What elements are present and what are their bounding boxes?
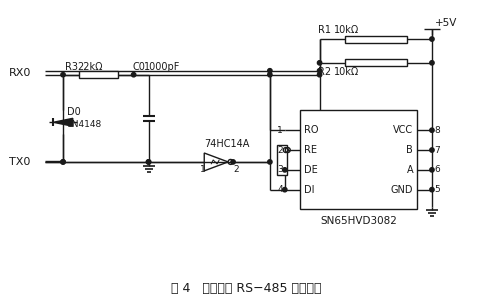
Circle shape bbox=[132, 73, 136, 77]
Text: 图 4   零延时的 RS−485 接口电路: 图 4 零延时的 RS−485 接口电路 bbox=[171, 282, 321, 295]
Text: 10kΩ: 10kΩ bbox=[333, 25, 359, 35]
Text: TX0: TX0 bbox=[9, 157, 31, 167]
Text: 6: 6 bbox=[434, 165, 440, 174]
Text: 5: 5 bbox=[434, 185, 440, 194]
Text: 74HC14A: 74HC14A bbox=[204, 139, 249, 149]
Circle shape bbox=[430, 128, 434, 132]
Text: R1: R1 bbox=[317, 25, 331, 35]
Text: SN65HVD3082: SN65HVD3082 bbox=[320, 217, 397, 226]
Circle shape bbox=[61, 160, 65, 164]
Text: 1000pF: 1000pF bbox=[143, 62, 180, 72]
Text: RX0: RX0 bbox=[9, 68, 32, 78]
Text: C0: C0 bbox=[133, 62, 145, 72]
Text: 7: 7 bbox=[434, 146, 440, 155]
Bar bbox=[277, 145, 287, 175]
Circle shape bbox=[430, 148, 434, 152]
Text: R2: R2 bbox=[317, 67, 331, 77]
Text: R3: R3 bbox=[65, 62, 78, 72]
Text: RE: RE bbox=[304, 145, 317, 155]
Text: GND: GND bbox=[390, 185, 413, 195]
Circle shape bbox=[282, 188, 287, 192]
Text: 1: 1 bbox=[200, 165, 206, 174]
Circle shape bbox=[268, 160, 272, 164]
Circle shape bbox=[282, 168, 287, 172]
Circle shape bbox=[317, 69, 322, 73]
Bar bbox=[79, 71, 118, 78]
Circle shape bbox=[430, 168, 434, 172]
Circle shape bbox=[317, 73, 322, 77]
Text: +5V: +5V bbox=[435, 18, 458, 28]
Circle shape bbox=[430, 61, 434, 65]
Circle shape bbox=[231, 160, 235, 164]
Text: 3: 3 bbox=[277, 165, 283, 174]
Text: 2: 2 bbox=[233, 165, 239, 174]
Text: RO: RO bbox=[304, 125, 318, 135]
Circle shape bbox=[268, 73, 272, 77]
Text: DE: DE bbox=[304, 165, 317, 175]
Circle shape bbox=[317, 61, 322, 65]
Bar bbox=[345, 36, 407, 43]
Polygon shape bbox=[53, 118, 73, 126]
Text: B: B bbox=[406, 145, 413, 155]
Text: D0: D0 bbox=[67, 107, 81, 117]
Circle shape bbox=[430, 37, 434, 41]
Text: 1N4148: 1N4148 bbox=[67, 120, 102, 129]
Circle shape bbox=[61, 73, 65, 77]
Text: 4: 4 bbox=[277, 185, 283, 194]
Text: 1: 1 bbox=[277, 126, 283, 135]
Bar bbox=[300, 110, 417, 209]
Text: 22kΩ: 22kΩ bbox=[77, 62, 103, 72]
Circle shape bbox=[146, 160, 151, 164]
Text: 10kΩ: 10kΩ bbox=[333, 67, 359, 77]
Circle shape bbox=[430, 188, 434, 192]
Text: DI: DI bbox=[304, 185, 314, 195]
Text: A: A bbox=[406, 165, 413, 175]
Text: 8: 8 bbox=[434, 126, 440, 135]
Bar bbox=[345, 59, 407, 66]
Circle shape bbox=[268, 69, 272, 73]
Circle shape bbox=[61, 160, 65, 164]
Text: VCC: VCC bbox=[393, 125, 413, 135]
Circle shape bbox=[146, 160, 151, 164]
Text: 2: 2 bbox=[277, 146, 283, 155]
